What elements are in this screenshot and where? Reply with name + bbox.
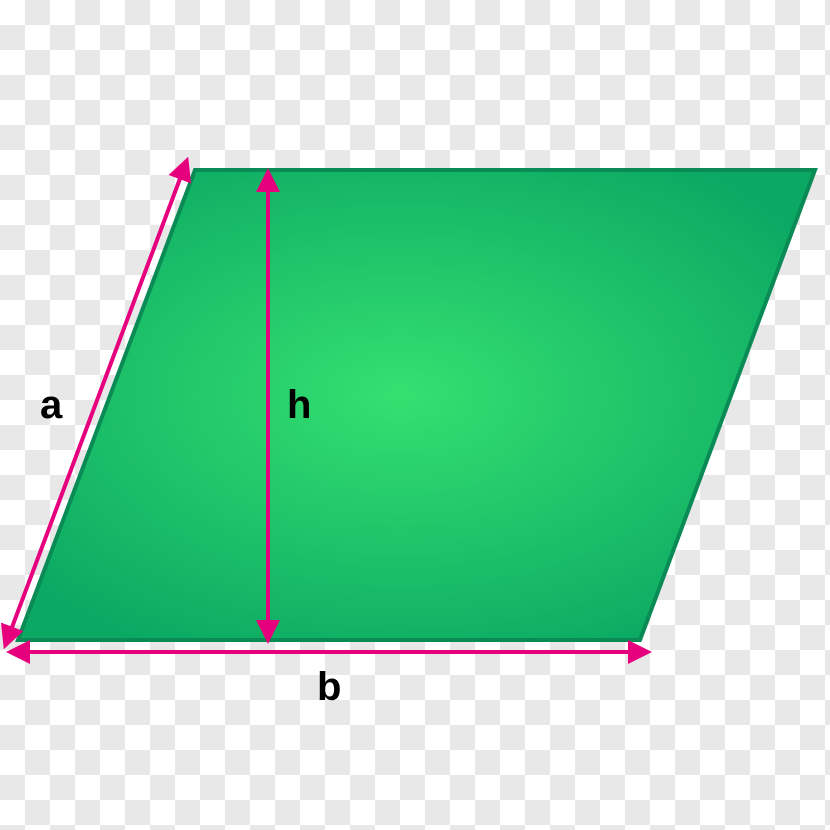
- label-h: h: [287, 383, 311, 428]
- diagram-svg: [0, 0, 830, 830]
- parallelogram-diagram: a h b: [0, 0, 830, 830]
- parallelogram-shape: [18, 170, 815, 640]
- label-a: a: [40, 383, 62, 428]
- label-b: b: [317, 665, 341, 710]
